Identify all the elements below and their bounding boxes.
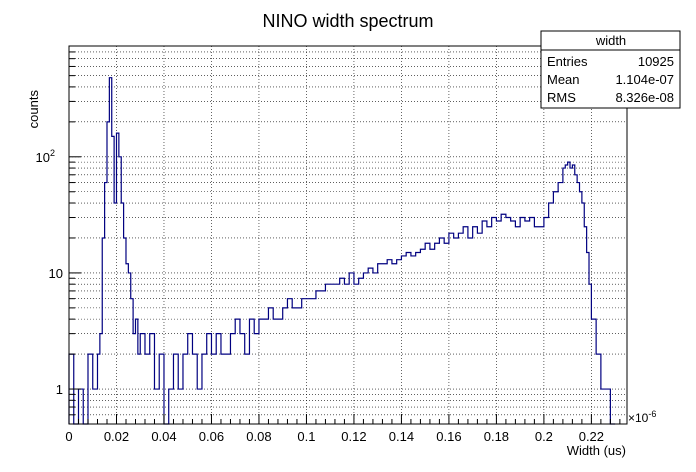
y-tick-base: 1 [56,382,63,397]
x-tick-label: 0.2 [535,429,553,444]
x-tick-label: 0.08 [246,429,271,444]
stats-box-frame [540,30,681,109]
x-tick-label: 0.1 [297,429,315,444]
stats-entries-label: Entries [547,54,588,69]
y-tick-label: 102 [36,148,55,165]
y-axis-label: counts [26,90,41,129]
x-tick-label: 0.22 [579,429,604,444]
stats-mean-label: Mean [547,72,580,87]
y-tick-exponent: 2 [50,148,55,158]
stats-box-title: width [595,33,626,48]
chart-title: NINO width spectrum [262,11,433,31]
y-tick-base: 10 [36,150,50,165]
x-tick-label: 0 [65,429,72,444]
x-tick-label: 0.16 [436,429,461,444]
x-tick-label: 0.12 [341,429,366,444]
x-exponent-base: ×10 [628,411,649,425]
histogram-line [68,77,616,425]
x-axis-label: Width (us) [567,443,626,458]
stats-rms-label: RMS [547,90,576,105]
x-tick-label: 0.04 [151,429,176,444]
y-tick-base: 10 [49,266,63,281]
x-tick-label: 0.18 [484,429,509,444]
x-tick-label: 0.06 [199,429,224,444]
x-exponent-label: ×10-6 [628,409,656,425]
y-tick-label: 10 [49,266,63,281]
x-exponent-power: -6 [648,409,656,419]
histogram-series [68,77,616,425]
y-tick-label: 1 [56,382,63,397]
plot-frame [68,45,628,425]
x-tick-label: 0.14 [389,429,414,444]
stats-rms-value: 8.326e-08 [615,90,674,105]
stats-box: width Entries 10925 Mean 1.104e-07 RMS 8… [540,30,681,109]
stats-mean-value: 1.104e-07 [615,72,674,87]
x-axis: 0 0.02 0.04 0.06 0.08 0.1 0.12 0.14 0.16 0.18 0.2 0… [65,414,621,444]
stats-entries-value: 10925 [638,54,674,69]
x-tick-label: 0.02 [104,429,129,444]
